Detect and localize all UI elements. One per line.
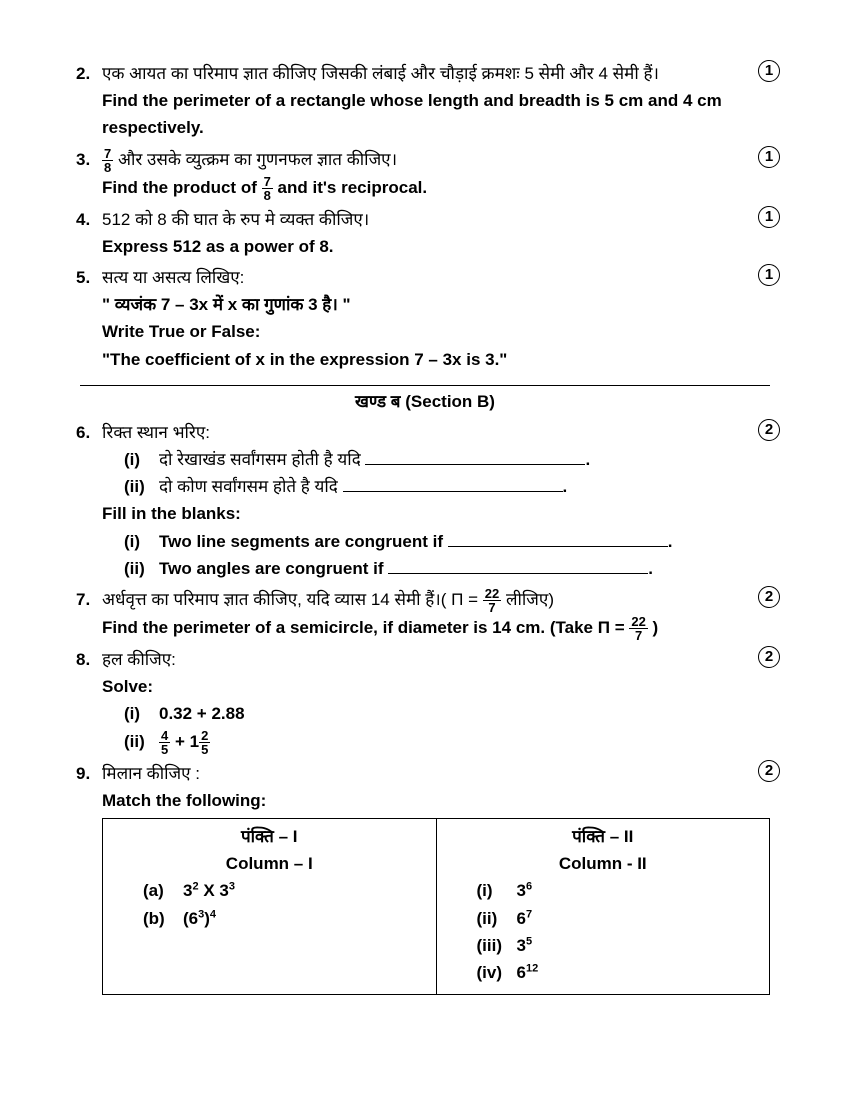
q2-english: Find the perimeter of a rectangle whose … (102, 87, 740, 141)
q9-num: 9. (76, 760, 90, 787)
q3-num: 3. (76, 146, 90, 173)
q4-hindi: 512 को 8 की घात के रुप मे व्यक्त कीजिए। (102, 206, 740, 233)
q4-marks: 1 (758, 206, 780, 228)
q7-num: 7. (76, 586, 90, 613)
q5-english2: "The coefficient of x in the expression … (102, 346, 740, 373)
q5-hindi1: सत्य या असत्य लिखिए: (102, 264, 740, 291)
q9-english: Match the following: (102, 787, 770, 814)
q7-hindi: अर्धवृत्त का परिमाप ज्ञात कीजिए, यदि व्य… (102, 586, 740, 614)
column-2: पंक्ति – II Column - II (i)36 (ii)67 (ii… (436, 819, 770, 995)
match-ii: (ii)67 (477, 905, 750, 932)
question-4: 4. 1 512 को 8 की घात के रुप मे व्यक्त की… (80, 206, 770, 260)
fraction-icon: 45 (159, 729, 170, 756)
q2-num: 2. (76, 60, 90, 87)
question-2: 2. 1 एक आयत का परिमाप ज्ञात कीजिए जिसकी … (80, 60, 770, 142)
blank-line (343, 478, 563, 492)
q5-marks: 1 (758, 264, 780, 286)
blank-line (365, 451, 585, 465)
q6-hindi-i: (i)दो रेखाखंड सर्वांगसम होती है यदि . (124, 446, 740, 473)
fraction-icon: 78 (102, 147, 113, 174)
divider (80, 385, 770, 386)
column-1: पंक्ति – I Column – I (a)32 X 33 (b)(63)… (103, 819, 437, 995)
blank-line (388, 560, 648, 574)
question-6: 6. 2 रिक्त स्थान भरिए: (i)दो रेखाखंड सर्… (80, 419, 770, 582)
blank-line (448, 533, 668, 547)
fraction-icon: 25 (199, 729, 210, 756)
q8-ii: (ii)45 + 125 (124, 728, 740, 756)
q3-english: Find the product of 78 and it's reciproc… (102, 174, 740, 202)
fraction-icon: 227 (483, 587, 501, 614)
q2-hindi: एक आयत का परिमाप ज्ञात कीजिए जिसकी लंबाई… (102, 60, 740, 87)
q6-num: 6. (76, 419, 90, 446)
q4-num: 4. (76, 206, 90, 233)
q3-marks: 1 (758, 146, 780, 168)
q7-marks: 2 (758, 586, 780, 608)
q6-english-ii: (ii)Two angles are congruent if . (124, 555, 740, 582)
q4-english: Express 512 as a power of 8. (102, 233, 740, 260)
q6-english-head: Fill in the blanks: (102, 500, 740, 527)
q9-marks: 2 (758, 760, 780, 782)
q5-hindi2: " व्यजंक 7 – 3x में x का गुणांक 3 है। " (102, 291, 740, 318)
question-5: 5. 1 सत्य या असत्य लिखिए: " व्यजंक 7 – 3… (80, 264, 770, 373)
q8-i: (i)0.32 + 2.88 (124, 700, 740, 727)
section-b-title: खण्ड ब (Section B) (80, 388, 770, 415)
question-3: 3. 1 78 और उसके व्युत्क्रम का गुणनफल ज्ञ… (80, 146, 770, 202)
question-7: 7. 2 अर्धवृत्त का परिमाप ज्ञात कीजिए, यद… (80, 586, 770, 642)
match-a: (a)32 X 33 (143, 877, 416, 904)
match-i: (i)36 (477, 877, 750, 904)
q7-english: Find the perimeter of a semicircle, if d… (102, 614, 740, 642)
q8-num: 8. (76, 646, 90, 673)
match-iv: (iv)612 (477, 959, 750, 986)
question-8: 8. 2 हल कीजिए: Solve: (i)0.32 + 2.88 (ii… (80, 646, 770, 756)
q6-hindi-ii: (ii)दो कोण सर्वांगसम होते है यदि . (124, 473, 740, 500)
q8-marks: 2 (758, 646, 780, 668)
match-iii: (iii)35 (477, 932, 750, 959)
q3-hindi: 78 और उसके व्युत्क्रम का गुणनफल ज्ञात की… (102, 146, 740, 174)
fraction-icon: 227 (629, 615, 647, 642)
match-table: पंक्ति – I Column – I (a)32 X 33 (b)(63)… (102, 818, 770, 995)
q8-english: Solve: (102, 673, 740, 700)
match-b: (b)(63)4 (143, 905, 416, 932)
q9-hindi: मिलान कीजिए : (102, 760, 770, 787)
q5-english1: Write True or False: (102, 318, 740, 345)
q8-hindi: हल कीजिए: (102, 646, 740, 673)
q5-num: 5. (76, 264, 90, 291)
q6-marks: 2 (758, 419, 780, 441)
q6-english-i: (i)Two line segments are congruent if . (124, 528, 740, 555)
question-9: 9. 2 मिलान कीजिए : Match the following: … (80, 760, 770, 996)
q2-marks: 1 (758, 60, 780, 82)
q6-hindi-head: रिक्त स्थान भरिए: (102, 419, 740, 446)
fraction-icon: 78 (262, 175, 273, 202)
